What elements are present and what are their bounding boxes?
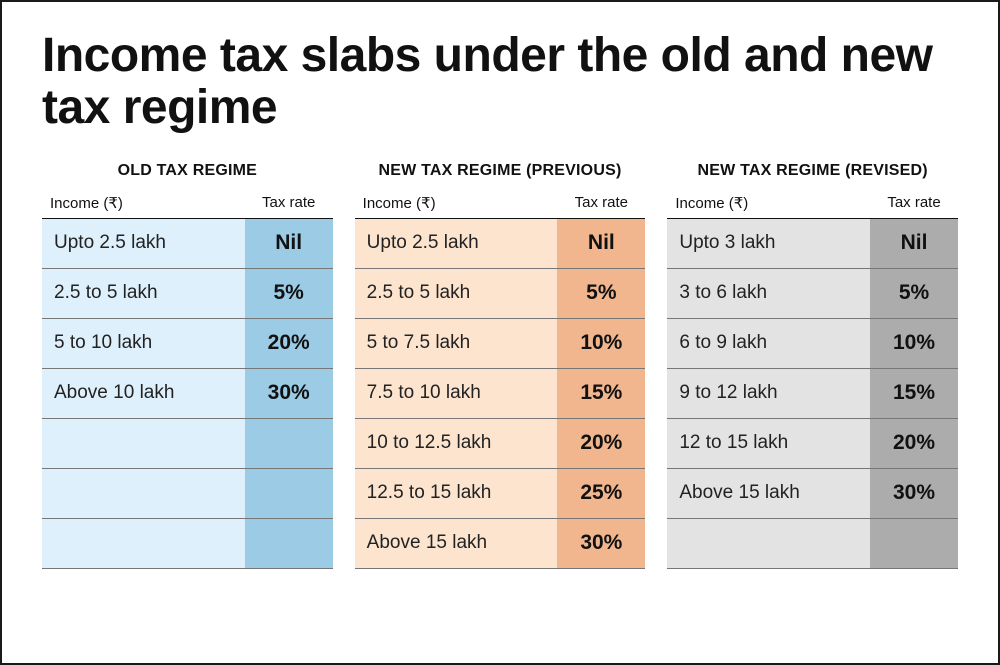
rate-cell: 30% bbox=[870, 469, 958, 518]
income-cell: Above 15 lakh bbox=[355, 519, 558, 568]
income-cell: 2.5 to 5 lakh bbox=[355, 269, 558, 318]
rate-cell: Nil bbox=[557, 219, 645, 268]
table-row: 2.5 to 5 lakh5% bbox=[42, 269, 333, 319]
income-cell: 6 to 9 lakh bbox=[667, 319, 870, 368]
income-cell: 10 to 12.5 lakh bbox=[355, 419, 558, 468]
column-header-income: Income (₹) bbox=[667, 194, 870, 212]
regime-title: NEW TAX REGIME (REVISED) bbox=[667, 162, 958, 190]
income-cell bbox=[42, 519, 245, 568]
income-cell bbox=[667, 519, 870, 568]
table-row bbox=[42, 469, 333, 519]
rate-cell bbox=[245, 519, 333, 568]
income-cell: 5 to 10 lakh bbox=[42, 319, 245, 368]
table-row: 6 to 9 lakh10% bbox=[667, 319, 958, 369]
regime-tables-container: OLD TAX REGIMEIncome (₹)Tax rateUpto 2.5… bbox=[42, 162, 958, 569]
column-header-income: Income (₹) bbox=[42, 194, 245, 212]
income-cell: 7.5 to 10 lakh bbox=[355, 369, 558, 418]
rate-cell: Nil bbox=[245, 219, 333, 268]
rate-cell: 15% bbox=[557, 369, 645, 418]
rate-cell: Nil bbox=[870, 219, 958, 268]
table-row bbox=[667, 519, 958, 569]
table-row: Upto 3 lakhNil bbox=[667, 219, 958, 269]
table-row: 12 to 15 lakh20% bbox=[667, 419, 958, 469]
rate-cell: 15% bbox=[870, 369, 958, 418]
income-cell bbox=[42, 419, 245, 468]
table-row bbox=[42, 419, 333, 469]
regime-table: OLD TAX REGIMEIncome (₹)Tax rateUpto 2.5… bbox=[42, 162, 333, 569]
table-row: 10 to 12.5 lakh20% bbox=[355, 419, 646, 469]
regime-title: OLD TAX REGIME bbox=[42, 162, 333, 190]
rate-cell: 10% bbox=[557, 319, 645, 368]
tax-slab-infographic: Income tax slabs under the old and new t… bbox=[0, 0, 1000, 665]
table-row: Upto 2.5 lakhNil bbox=[355, 219, 646, 269]
table-row: Above 10 lakh30% bbox=[42, 369, 333, 419]
table-row: 7.5 to 10 lakh15% bbox=[355, 369, 646, 419]
table-row: 9 to 12 lakh15% bbox=[667, 369, 958, 419]
table-row: Above 15 lakh30% bbox=[355, 519, 646, 569]
income-cell: 9 to 12 lakh bbox=[667, 369, 870, 418]
income-cell: Upto 2.5 lakh bbox=[355, 219, 558, 268]
column-header-rate: Tax rate bbox=[245, 194, 333, 212]
rate-cell: 30% bbox=[557, 519, 645, 568]
column-header-row: Income (₹)Tax rate bbox=[667, 190, 958, 219]
rate-cell: 20% bbox=[870, 419, 958, 468]
rate-cell bbox=[245, 469, 333, 518]
income-cell: 12.5 to 15 lakh bbox=[355, 469, 558, 518]
rate-cell: 5% bbox=[245, 269, 333, 318]
rate-cell bbox=[870, 519, 958, 568]
table-row: Upto 2.5 lakhNil bbox=[42, 219, 333, 269]
page-title: Income tax slabs under the old and new t… bbox=[42, 30, 958, 134]
table-row bbox=[42, 519, 333, 569]
income-cell: 2.5 to 5 lakh bbox=[42, 269, 245, 318]
table-row: 3 to 6 lakh5% bbox=[667, 269, 958, 319]
rate-cell: 25% bbox=[557, 469, 645, 518]
table-row: 5 to 7.5 lakh10% bbox=[355, 319, 646, 369]
rate-cell: 5% bbox=[557, 269, 645, 318]
rate-cell: 5% bbox=[870, 269, 958, 318]
rate-cell bbox=[245, 419, 333, 468]
table-row: Above 15 lakh30% bbox=[667, 469, 958, 519]
income-cell: Above 15 lakh bbox=[667, 469, 870, 518]
table-row: 5 to 10 lakh20% bbox=[42, 319, 333, 369]
table-row: 2.5 to 5 lakh5% bbox=[355, 269, 646, 319]
income-cell bbox=[42, 469, 245, 518]
income-cell: 3 to 6 lakh bbox=[667, 269, 870, 318]
column-header-row: Income (₹)Tax rate bbox=[42, 190, 333, 219]
regime-table: NEW TAX REGIME (PREVIOUS)Income (₹)Tax r… bbox=[355, 162, 646, 569]
rate-cell: 20% bbox=[557, 419, 645, 468]
regime-title: NEW TAX REGIME (PREVIOUS) bbox=[355, 162, 646, 190]
regime-table: NEW TAX REGIME (REVISED)Income (₹)Tax ra… bbox=[667, 162, 958, 569]
column-header-rate: Tax rate bbox=[557, 194, 645, 212]
income-cell: 5 to 7.5 lakh bbox=[355, 319, 558, 368]
table-row: 12.5 to 15 lakh25% bbox=[355, 469, 646, 519]
income-cell: Above 10 lakh bbox=[42, 369, 245, 418]
income-cell: 12 to 15 lakh bbox=[667, 419, 870, 468]
column-header-rate: Tax rate bbox=[870, 194, 958, 212]
rate-cell: 30% bbox=[245, 369, 333, 418]
rate-cell: 20% bbox=[245, 319, 333, 368]
rate-cell: 10% bbox=[870, 319, 958, 368]
income-cell: Upto 2.5 lakh bbox=[42, 219, 245, 268]
column-header-row: Income (₹)Tax rate bbox=[355, 190, 646, 219]
income-cell: Upto 3 lakh bbox=[667, 219, 870, 268]
column-header-income: Income (₹) bbox=[355, 194, 558, 212]
